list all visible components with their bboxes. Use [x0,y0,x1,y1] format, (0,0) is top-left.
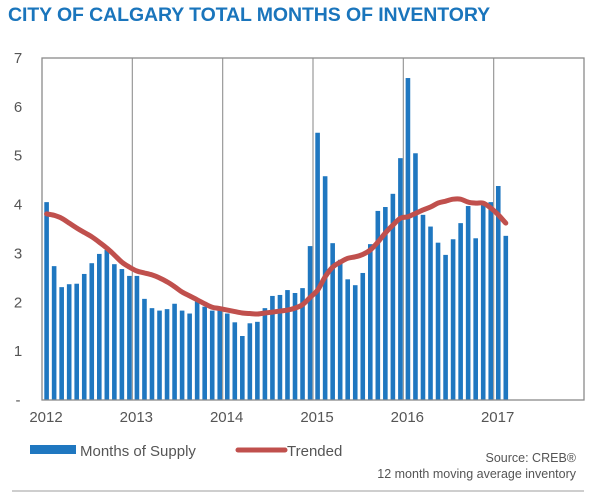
bar-2013-11 [209,310,215,400]
bar-2013-04 [157,310,162,400]
bar-2014-09 [285,290,290,400]
bar-2017-01 [495,186,501,400]
y-axis-ticks: - 1 2 3 4 5 6 7 [14,50,22,409]
line-series-trended [44,196,509,317]
bar-2016-11 [480,202,486,400]
y-tick-label: 6 [14,99,22,116]
legend-swatch-bar [30,445,76,454]
legend-label-trended: Trended [287,443,342,460]
bar-2014-12 [307,246,313,400]
bar-2014-06 [262,308,268,400]
bar-2013-01 [134,275,140,400]
bar-2014-03 [240,335,245,400]
bar-2015-09 [375,210,381,400]
y-tick-label: 3 [14,245,22,262]
bar-2015-02 [322,176,328,400]
bar-2013-02 [142,298,147,400]
bar-2016-06 [443,254,448,400]
bar-2012-12 [127,275,132,400]
bar-2015-06 [352,285,358,400]
bar-2016-05 [435,242,441,400]
bar-2012-01 [44,202,49,400]
bar-2013-03 [149,308,155,400]
bar-2012-02 [51,266,57,400]
x-tick-label: 2013 [120,409,153,426]
y-tick-label: 1 [14,343,22,360]
bar-2014-11 [300,288,305,400]
bar-2012-08 [96,253,102,400]
bar-2012-07 [89,263,95,400]
bar-2016-12 [488,202,494,400]
bar-2013-09 [194,301,200,400]
y-tick-label: - [16,392,21,409]
bar-2016-09 [465,206,471,400]
bar-2013-12 [217,306,223,400]
source-credit: Source: CREB® [486,451,577,465]
bar-2012-05 [74,283,80,400]
legend-item-trended: Trended [235,443,342,460]
x-tick-label: 2017 [481,409,514,426]
bar-2013-08 [187,313,192,400]
gridlines [131,58,495,400]
x-tick-label: 2016 [391,409,424,426]
bar-2013-06 [172,303,177,400]
legend-label-months-of-supply: Months of Supply [80,443,196,460]
bar-2012-03 [59,287,64,400]
bar-2015-01 [315,132,320,400]
y-tick-label: 7 [14,50,22,67]
bar-2017-02 [503,235,509,400]
x-axis-ticks: 2012 2013 2014 2015 2016 2017 [29,409,514,426]
legend: Months of Supply Trended [30,443,342,460]
chart-title: CITY OF CALGARY TOTAL MONTHS OF INVENTOR… [8,4,490,26]
x-tick-label: 2014 [210,409,243,426]
bar-2016-03 [420,214,426,400]
bar-2016-10 [473,238,478,400]
plot-frame [41,57,585,401]
y-tick-label: 4 [14,197,22,214]
bar-2013-10 [202,306,207,400]
bar-2014-02 [232,322,238,400]
y-tick-label: 5 [14,148,22,165]
bar-2013-07 [179,310,185,400]
bar-2014-10 [292,293,298,400]
bar-2015-04 [337,259,343,400]
bar-2015-10 [383,207,388,400]
bar-2015-11 [390,193,396,400]
bar-2012-06 [81,273,87,400]
bar-2012-11 [119,269,125,400]
bar-2014-04 [247,323,253,400]
bar-2016-02 [413,153,418,400]
bar-2016-07 [450,239,456,400]
y-tick-label: 2 [14,294,22,311]
bar-2015-03 [330,243,335,400]
bar-2015-12 [398,158,403,400]
bar-2016-01 [405,78,411,400]
bar-2016-08 [458,223,463,400]
bar-2015-07 [360,272,366,400]
x-tick-label: 2012 [29,409,62,426]
x-tick-label: 2015 [300,409,333,426]
bar-2012-09 [104,250,110,400]
bar-2012-10 [112,264,117,400]
bar-2015-08 [367,244,373,400]
bar-2014-08 [277,294,283,400]
bar-2016-04 [428,226,433,400]
source-note: 12 month moving average inventory [377,467,576,481]
bar-2012-04 [66,284,72,400]
bar-2013-05 [164,309,170,400]
bar-2015-05 [345,279,351,400]
bar-2014-07 [270,295,275,400]
bar-2014-05 [255,321,260,400]
bar-2014-01 [224,313,230,400]
bar-series-months-of-supply [44,78,509,400]
legend-item-months-of-supply: Months of Supply [30,443,196,460]
